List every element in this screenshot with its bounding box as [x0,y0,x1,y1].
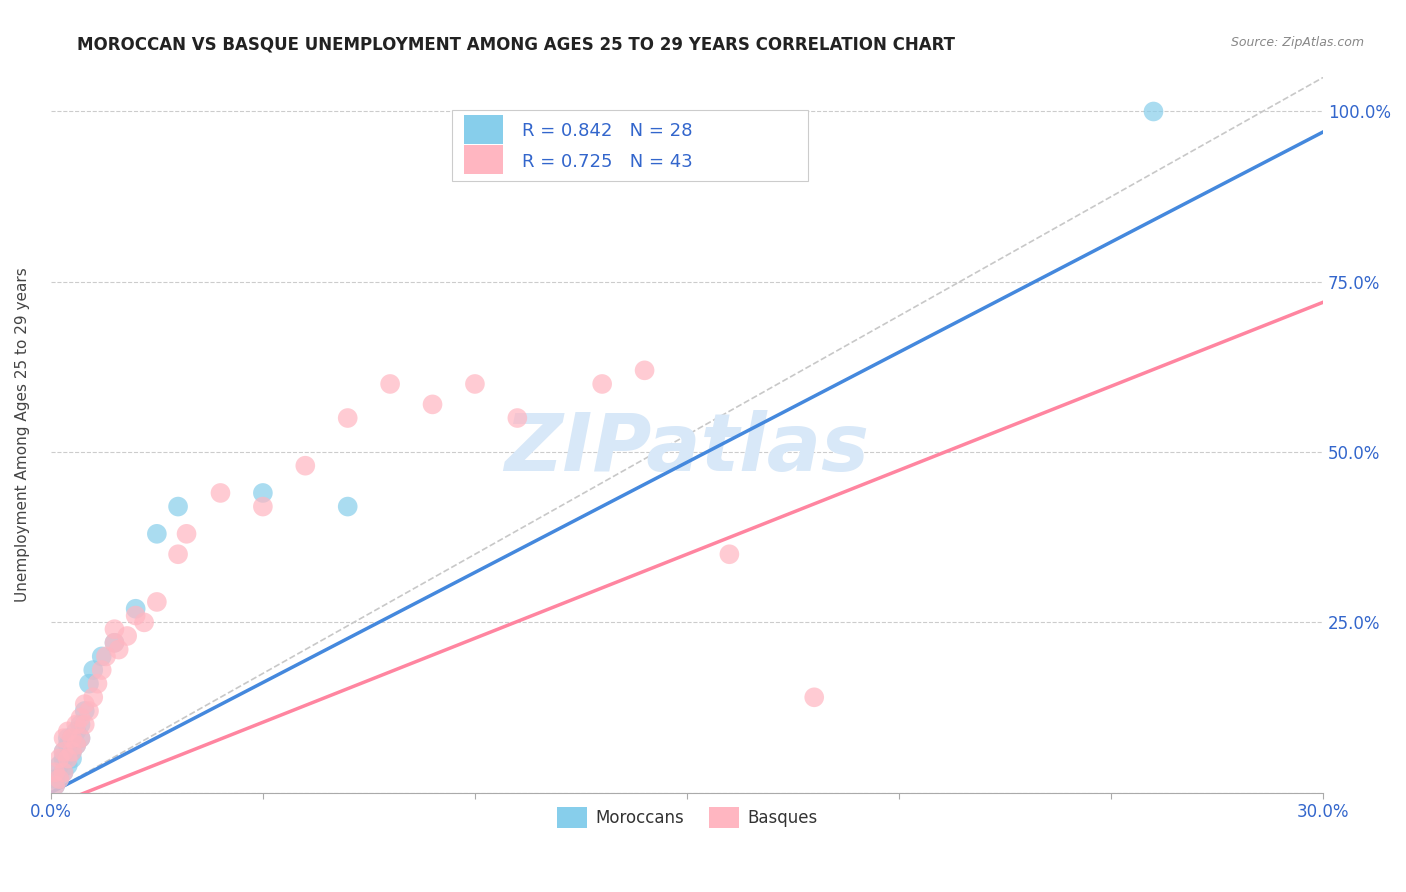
Point [103,622,125,636]
Point [52,745,75,759]
Point [44,772,66,786]
Point [56,751,79,765]
Point [73,717,96,731]
Point [90,649,112,664]
Point [176,526,198,541]
Point [65,738,87,752]
Point [803,690,825,705]
Point [146,595,169,609]
Point [69,717,91,731]
Text: Source: ZipAtlas.com: Source: ZipAtlas.com [1230,36,1364,49]
Point [336,500,359,514]
Point [60,731,83,746]
Point [60,751,83,765]
Point [167,500,190,514]
Point [73,704,96,718]
Point [82,690,104,705]
Point [77,676,100,690]
Point [252,500,274,514]
Point [115,629,138,643]
Text: ZIPatlas: ZIPatlas [505,410,869,488]
Point [52,765,75,780]
Point [633,363,655,377]
FancyBboxPatch shape [464,145,502,174]
Point [52,751,75,765]
Point [65,717,87,731]
Point [146,526,169,541]
Point [52,745,75,759]
Point [82,663,104,677]
Point [48,772,70,786]
Point [124,601,146,615]
Point [52,731,75,746]
Point [56,758,79,772]
Point [336,411,359,425]
Point [107,642,129,657]
Point [73,697,96,711]
Point [44,779,66,793]
Legend: Moroccans, Basques: Moroccans, Basques [550,801,824,834]
Point [60,745,83,759]
Text: R = 0.725   N = 43: R = 0.725 N = 43 [522,153,692,171]
Point [52,765,75,780]
Point [209,486,232,500]
Point [378,376,401,391]
Point [1142,104,1164,119]
Point [464,376,486,391]
Point [48,751,70,765]
Point [90,663,112,677]
Point [134,615,156,630]
Point [56,731,79,746]
Point [506,411,529,425]
FancyBboxPatch shape [464,115,502,144]
Point [294,458,316,473]
Point [44,765,66,780]
Point [591,376,613,391]
Point [48,772,70,786]
Point [60,745,83,759]
FancyBboxPatch shape [451,110,808,181]
Point [103,636,125,650]
Point [69,711,91,725]
Text: MOROCCAN VS BASQUE UNEMPLOYMENT AMONG AGES 25 TO 29 YEARS CORRELATION CHART: MOROCCAN VS BASQUE UNEMPLOYMENT AMONG AG… [77,36,955,54]
Point [718,547,741,561]
Point [48,758,70,772]
Point [56,738,79,752]
Point [56,724,79,739]
Point [167,547,190,561]
Point [60,731,83,746]
Point [86,676,108,690]
Point [252,486,274,500]
Y-axis label: Unemployment Among Ages 25 to 29 years: Unemployment Among Ages 25 to 29 years [15,268,30,602]
Point [69,731,91,746]
Point [124,608,146,623]
Point [422,397,444,411]
Point [44,779,66,793]
Point [94,649,117,664]
Point [65,724,87,739]
Text: R = 0.842   N = 28: R = 0.842 N = 28 [522,122,692,140]
Point [103,636,125,650]
Point [77,704,100,718]
Point [65,738,87,752]
Point [69,731,91,746]
